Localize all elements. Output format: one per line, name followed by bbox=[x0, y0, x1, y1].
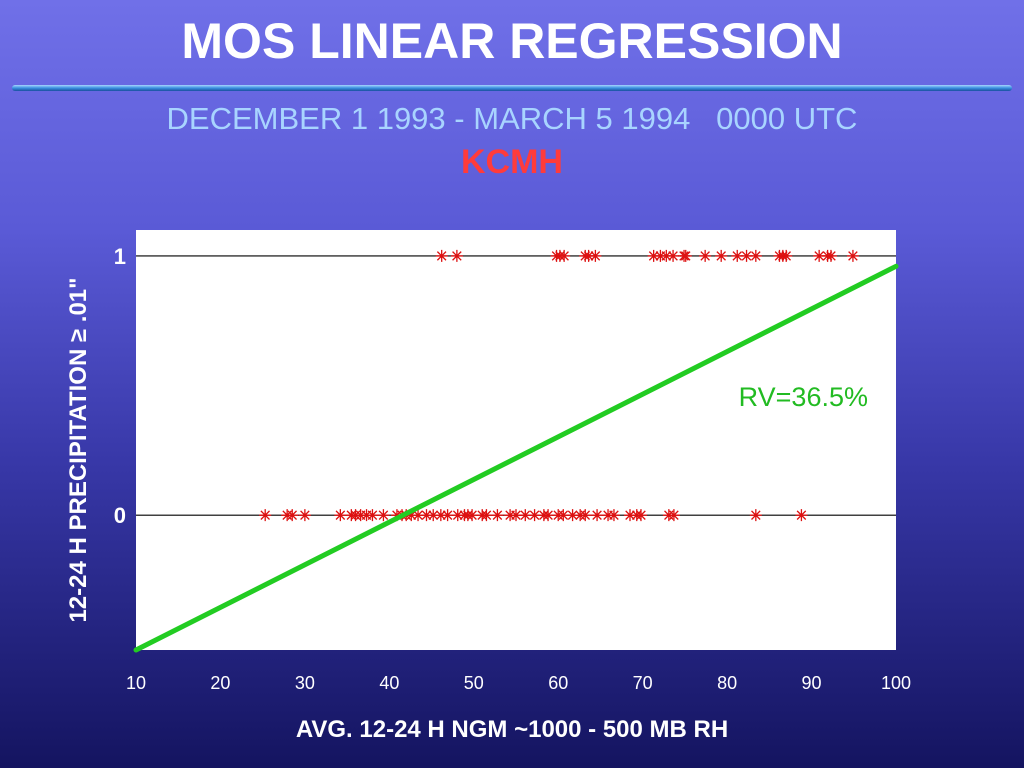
data-point bbox=[491, 509, 504, 522]
data-point bbox=[715, 249, 728, 262]
data-point bbox=[405, 509, 418, 522]
data-point bbox=[749, 509, 762, 522]
data-point bbox=[667, 249, 680, 262]
title-divider bbox=[12, 85, 1012, 91]
data-point bbox=[749, 249, 762, 262]
regression-line bbox=[133, 263, 899, 653]
data-point bbox=[451, 509, 464, 522]
x-tick-label: 10 bbox=[126, 673, 146, 693]
data-point bbox=[591, 509, 604, 522]
data-point bbox=[557, 509, 570, 522]
x-tick-label: 90 bbox=[802, 673, 822, 693]
data-point bbox=[579, 509, 592, 522]
x-tick-label: 30 bbox=[295, 673, 315, 693]
x-tick-label: 60 bbox=[548, 673, 568, 693]
data-points bbox=[259, 249, 859, 522]
y-axis-label: 12-24 H PRECIPITATION ≥ .01" bbox=[65, 277, 92, 623]
data-point bbox=[528, 509, 541, 522]
data-point bbox=[679, 249, 692, 262]
data-point bbox=[542, 509, 555, 522]
data-point bbox=[795, 509, 808, 522]
data-point bbox=[286, 509, 299, 522]
x-tick-label: 100 bbox=[881, 673, 911, 693]
data-point bbox=[450, 249, 463, 262]
x-tick-label: 70 bbox=[633, 673, 653, 693]
x-tick-labels: 10 20 30 40 50 60 70 80 90 100 bbox=[126, 673, 911, 693]
data-point bbox=[366, 509, 379, 522]
data-point bbox=[740, 249, 753, 262]
x-axis-label: AVG. 12-24 H NGM ~1000 - 500 MB RH bbox=[295, 716, 729, 743]
data-point bbox=[699, 249, 712, 262]
data-point bbox=[647, 249, 660, 262]
y-tick-label: 1 bbox=[114, 244, 126, 269]
plot-area bbox=[136, 230, 896, 650]
y-tick-label: 0 bbox=[114, 503, 126, 528]
data-point bbox=[846, 249, 859, 262]
data-point bbox=[334, 509, 347, 522]
y-tick-labels: 01 bbox=[114, 244, 126, 528]
data-point bbox=[519, 509, 532, 522]
x-tick-label: 80 bbox=[717, 673, 737, 693]
data-point bbox=[558, 249, 571, 262]
x-tick-label: 40 bbox=[379, 673, 399, 693]
data-point bbox=[435, 249, 448, 262]
date-range-subtitle: DECEMBER 1 1993 - MARCH 5 1994 0000 UTC bbox=[166, 101, 858, 136]
data-point bbox=[634, 509, 647, 522]
data-point bbox=[412, 509, 425, 522]
regression-layer bbox=[133, 263, 899, 653]
data-point bbox=[566, 509, 579, 522]
station-id: KCMH bbox=[461, 143, 563, 181]
data-point bbox=[813, 249, 826, 262]
slide-title: MOS LINEAR REGRESSION bbox=[181, 13, 843, 69]
x-tick-label: 20 bbox=[210, 673, 230, 693]
data-point bbox=[466, 509, 479, 522]
data-point bbox=[731, 249, 744, 262]
data-point bbox=[667, 509, 680, 522]
rv-annotation: RV=36.5% bbox=[739, 382, 868, 412]
data-point bbox=[427, 509, 440, 522]
x-tick-label: 50 bbox=[464, 673, 484, 693]
data-point bbox=[660, 249, 673, 262]
data-point bbox=[377, 509, 390, 522]
data-point bbox=[824, 249, 837, 262]
data-point bbox=[582, 249, 595, 262]
data-point bbox=[607, 509, 620, 522]
data-point bbox=[441, 509, 454, 522]
data-point bbox=[434, 509, 447, 522]
data-point bbox=[480, 509, 493, 522]
data-point bbox=[624, 509, 636, 522]
data-point bbox=[510, 509, 522, 522]
data-point bbox=[259, 509, 272, 522]
data-point bbox=[298, 509, 311, 522]
data-point bbox=[420, 509, 433, 522]
data-point bbox=[780, 249, 793, 262]
data-point bbox=[589, 249, 602, 262]
